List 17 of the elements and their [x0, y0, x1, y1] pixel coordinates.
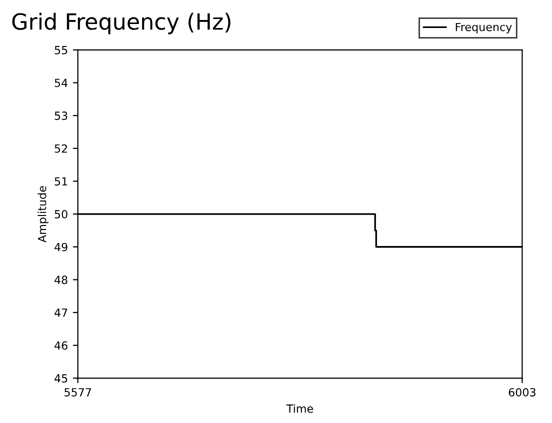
- chart-title: Grid Frequency (Hz): [12, 12, 230, 34]
- y-tick-label: 53: [54, 112, 68, 120]
- legend-label: Frequency: [456, 22, 512, 34]
- y-tick-label: 47: [54, 308, 68, 317]
- y-tick-label: 51: [54, 177, 68, 186]
- x-tick-label: 5577: [64, 388, 92, 396]
- x-tick-label: 6003: [508, 388, 536, 396]
- y-tick-label: 46: [54, 341, 68, 350]
- x-axis-title: Time: [286, 404, 314, 413]
- y-tick-label: 54: [54, 78, 68, 88]
- y-tick-label: 48: [54, 276, 68, 284]
- y-tick-label: 55: [54, 46, 68, 54]
- y-tick-label: 50: [54, 210, 68, 218]
- y-tick-label: 52: [54, 144, 67, 153]
- y-tick-label: 45: [54, 374, 68, 383]
- y-axis-title: Amplitude: [38, 186, 48, 242]
- y-tick-label: 49: [54, 242, 68, 252]
